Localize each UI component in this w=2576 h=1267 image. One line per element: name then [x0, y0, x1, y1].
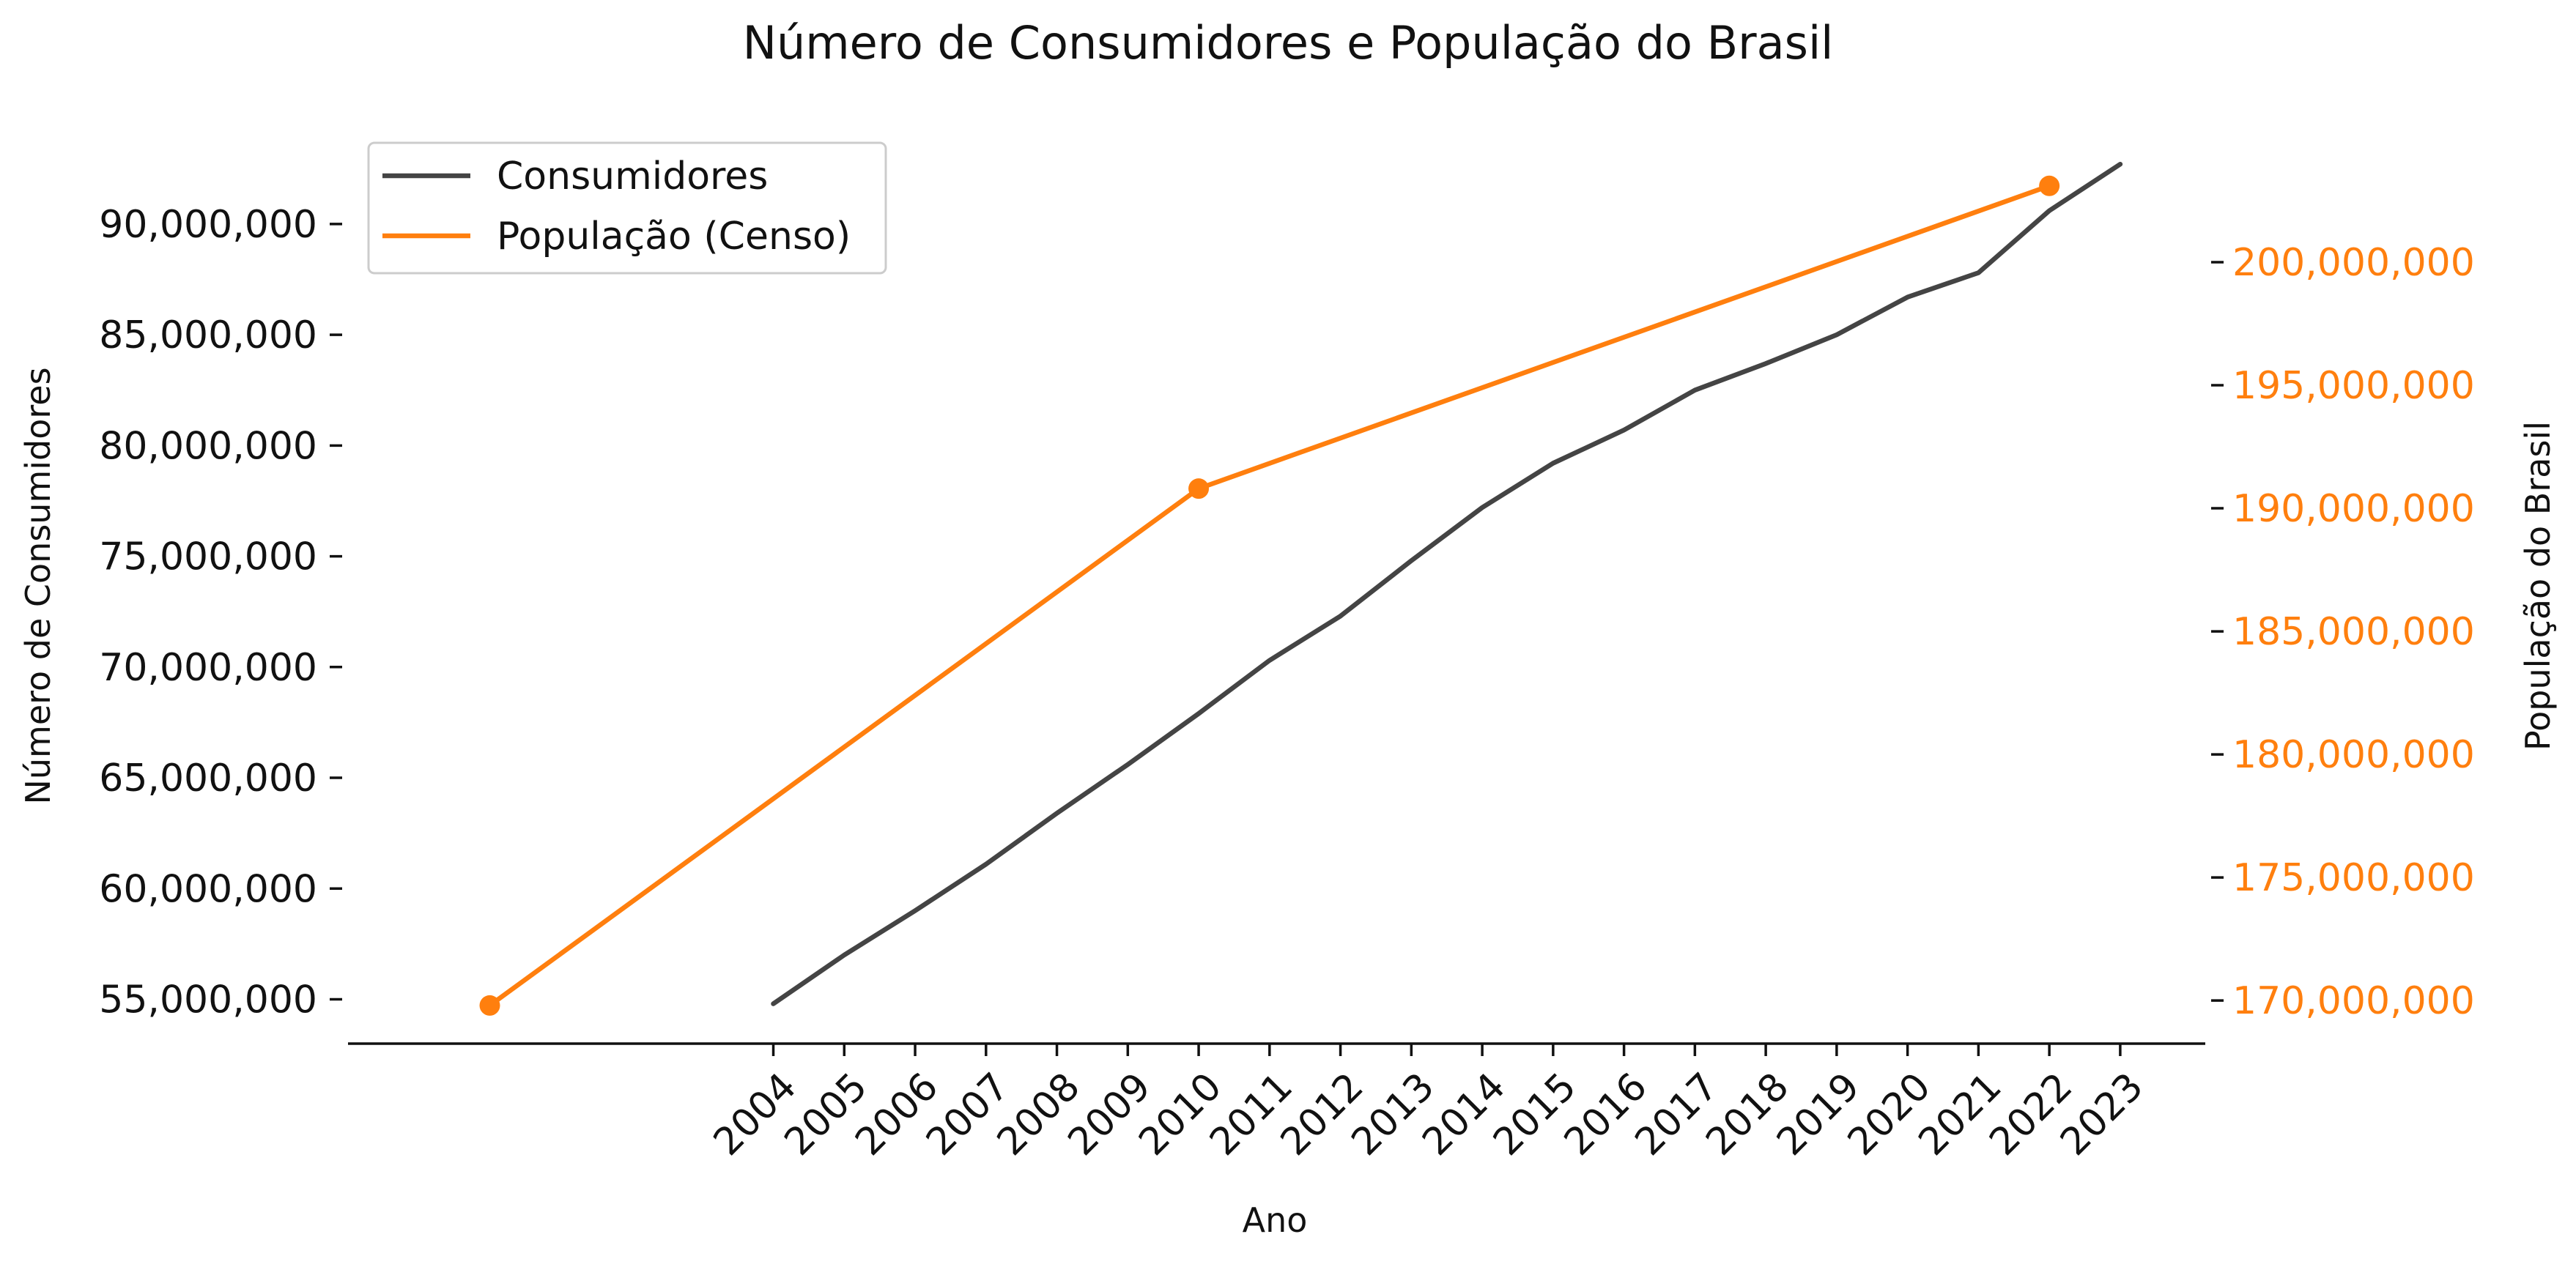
x-tick-label: 2005 — [776, 1065, 876, 1164]
y-left-tick-label: 85,000,000 — [99, 313, 317, 357]
y-right-tick-label: 170,000,000 — [2232, 979, 2475, 1023]
x-tick-label: 2006 — [847, 1065, 947, 1164]
y-right-tick-label: 200,000,000 — [2232, 241, 2475, 285]
y-left-tick-label: 65,000,000 — [99, 757, 317, 800]
series-point-populacao — [1188, 478, 1210, 499]
x-tick-label: 2016 — [1556, 1065, 1656, 1164]
y-right-tick-label: 195,000,000 — [2232, 364, 2475, 408]
x-tick-label: 2014 — [1414, 1065, 1514, 1164]
x-tick-label: 2019 — [1769, 1065, 1868, 1164]
y-left-tick-label: 70,000,000 — [99, 646, 317, 690]
chart-title: Número de Consumidores e População do Br… — [743, 16, 1834, 70]
y-right-tick-label: 180,000,000 — [2232, 733, 2475, 777]
x-tick-label: 2015 — [1485, 1065, 1585, 1164]
legend-label-populacao: População (Censo) — [497, 215, 851, 259]
y-left-tick-label: 90,000,000 — [99, 203, 317, 247]
series-line-consumidores — [771, 161, 2123, 1006]
x-tick-label: 2020 — [1840, 1065, 1939, 1164]
x-tick-label: 2008 — [989, 1065, 1089, 1164]
x-tick-label: 2017 — [1627, 1065, 1727, 1164]
x-tick-label: 2023 — [2052, 1065, 2152, 1164]
x-tick-label: 2018 — [1698, 1065, 1797, 1164]
legend: Consumidores População (Censo) — [367, 141, 887, 275]
x-axis-label: Ano — [1243, 1200, 1308, 1240]
x-tick-label: 2007 — [918, 1065, 1018, 1164]
series-line-populacao — [487, 183, 2052, 1008]
legend-box — [367, 141, 887, 275]
y-right-tick-label: 190,000,000 — [2232, 487, 2475, 531]
y-left-tick-label: 60,000,000 — [99, 867, 317, 911]
y-right-tick-label: 175,000,000 — [2232, 856, 2475, 900]
legend-label-consumidores: Consumidores — [497, 155, 768, 198]
series-layer — [479, 161, 2123, 1016]
y-left-tick-label: 55,000,000 — [99, 978, 317, 1022]
axes-layer: 2004200520062007200820092010201120122013… — [99, 203, 2475, 1164]
x-tick-label: 2011 — [1202, 1065, 1301, 1164]
x-tick-label: 2010 — [1130, 1065, 1230, 1164]
x-tick-label: 2009 — [1059, 1065, 1159, 1164]
y-right-axis-label: População do Brasil — [2518, 421, 2558, 751]
x-tick-label: 2004 — [706, 1065, 805, 1164]
x-tick-label: 2021 — [1911, 1065, 2010, 1164]
y-left-tick-label: 80,000,000 — [99, 424, 317, 468]
x-tick-label: 2022 — [1981, 1065, 2081, 1164]
x-tick-label: 2013 — [1344, 1065, 1443, 1164]
series-point-populacao — [2039, 175, 2060, 196]
y-left-axis-label: Número de Consumidores — [18, 367, 58, 804]
y-right-tick-label: 185,000,000 — [2232, 610, 2475, 654]
x-tick-label: 2012 — [1273, 1065, 1372, 1164]
y-left-tick-label: 75,000,000 — [99, 535, 317, 579]
series-point-populacao — [479, 995, 500, 1016]
